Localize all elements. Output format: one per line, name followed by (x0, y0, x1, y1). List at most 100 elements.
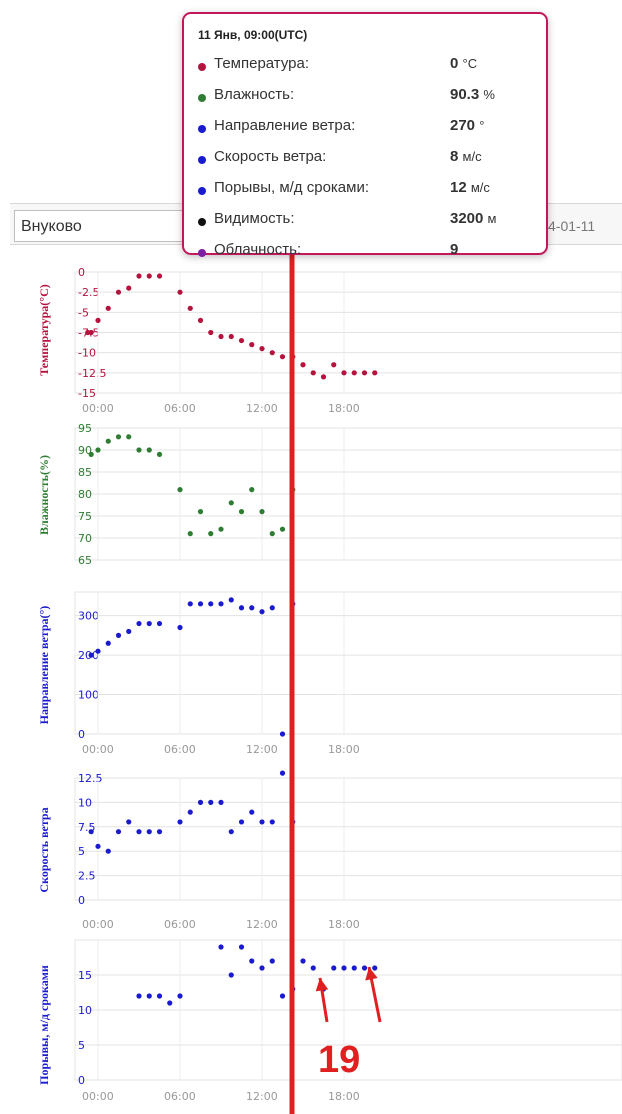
data-point (208, 799, 214, 806)
data-point (136, 829, 142, 835)
data-point (88, 451, 94, 457)
x-tick-label: 18:00 (328, 743, 360, 756)
data-point (146, 993, 152, 999)
data-point (146, 273, 152, 279)
data-point (259, 819, 265, 825)
data-point (156, 829, 163, 835)
data-point (218, 601, 224, 607)
data-point (269, 958, 275, 964)
data-point (126, 285, 132, 291)
data-point (146, 620, 152, 627)
tooltip-value: 12 м/с (450, 179, 490, 196)
y-tick-label: 0 (78, 728, 85, 741)
x-tick-label: 18:00 (328, 402, 360, 415)
series-dot-icon (198, 63, 206, 71)
tooltip-value: 270 ° (450, 117, 484, 134)
y-tick-label: 100 (78, 689, 99, 702)
data-point (351, 965, 357, 971)
data-point (177, 819, 183, 825)
y-axis-label: Температура(°С) (37, 284, 51, 376)
data-point (279, 354, 286, 360)
data-point (279, 993, 286, 999)
plot-area (74, 777, 622, 901)
tooltip-value: 8 м/с (450, 148, 482, 165)
tooltip-label: Скорость ветра: (214, 148, 327, 165)
tooltip-label: Температура: (214, 55, 310, 72)
data-point (115, 829, 122, 835)
x-tick-label: 12:00 (246, 402, 278, 415)
data-point (238, 509, 245, 515)
x-tick-label: 18:00 (328, 918, 360, 931)
tooltip-unit: °C (462, 56, 478, 71)
data-point (115, 434, 122, 440)
annotation-label: 19 (318, 1039, 360, 1081)
tooltip-number: 0 (450, 55, 459, 72)
data-point (300, 362, 306, 368)
data-point (228, 333, 234, 340)
data-point (126, 628, 132, 635)
series-dot-icon (198, 187, 206, 195)
data-point (238, 819, 245, 825)
y-tick-label: 5 (78, 1039, 85, 1052)
x-tick-label: 00:00 (82, 402, 114, 415)
data-point (259, 965, 265, 971)
data-point (238, 944, 245, 950)
data-point (177, 289, 183, 295)
data-point (372, 965, 378, 971)
data-point (208, 531, 214, 537)
tooltip-unit: ° (479, 118, 485, 133)
tooltip-label: Порывы, м/д сроками: (214, 179, 370, 196)
date-field[interactable]: 4-01-11 (548, 218, 596, 234)
x-tick-label: 06:00 (164, 1090, 196, 1103)
x-tick-label: 00:00 (82, 743, 114, 756)
data-point (95, 317, 101, 323)
series-dot-icon (198, 156, 206, 164)
data-point (372, 370, 378, 376)
y-tick-label: 75 (78, 510, 92, 523)
data-point (279, 770, 286, 776)
data-point (279, 731, 286, 737)
data-point (88, 329, 94, 336)
tooltip-label: Облачность: (214, 241, 302, 258)
y-tick-label: 65 (78, 554, 92, 567)
x-tick-label: 00:00 (82, 1090, 114, 1103)
y-tick-label: 95 (78, 422, 92, 435)
data-point (249, 605, 255, 611)
data-point (95, 843, 101, 849)
data-point (126, 434, 132, 440)
tooltip-label: Направление ветра: (214, 117, 356, 134)
data-point (105, 848, 111, 854)
data-point (187, 809, 193, 815)
data-point (95, 648, 101, 654)
y-tick-label: 2.5 (78, 870, 96, 883)
y-tick-label: -2.5 (78, 286, 99, 299)
y-tick-label: 10 (78, 796, 92, 809)
x-tick-label: 06:00 (164, 743, 196, 756)
data-point (88, 829, 94, 835)
data-point (361, 370, 368, 376)
data-point (208, 329, 214, 336)
series-dot-icon (198, 249, 206, 257)
tooltip-label: Влажность: (214, 86, 295, 103)
y-tick-label: -15 (78, 387, 96, 400)
y-tick-label: 5 (78, 845, 85, 858)
y-tick-label: 0 (78, 266, 85, 279)
data-point (259, 346, 265, 352)
data-point (105, 438, 111, 444)
data-point (105, 640, 111, 646)
data-point (136, 993, 142, 999)
tooltip-number: 90.3 (450, 86, 480, 103)
y-tick-label: 70 (78, 532, 92, 545)
data-point (238, 337, 245, 344)
y-tick-label: -10 (78, 347, 96, 360)
data-point (218, 799, 224, 806)
data-point (177, 993, 183, 999)
data-point (259, 609, 265, 615)
data-point (187, 601, 193, 607)
data-point (269, 531, 275, 537)
arrow-head-icon (315, 978, 329, 992)
data-point (269, 350, 275, 356)
series-dot-icon (198, 94, 206, 102)
y-axis-label: Порывы, м/д сроками (37, 965, 51, 1085)
